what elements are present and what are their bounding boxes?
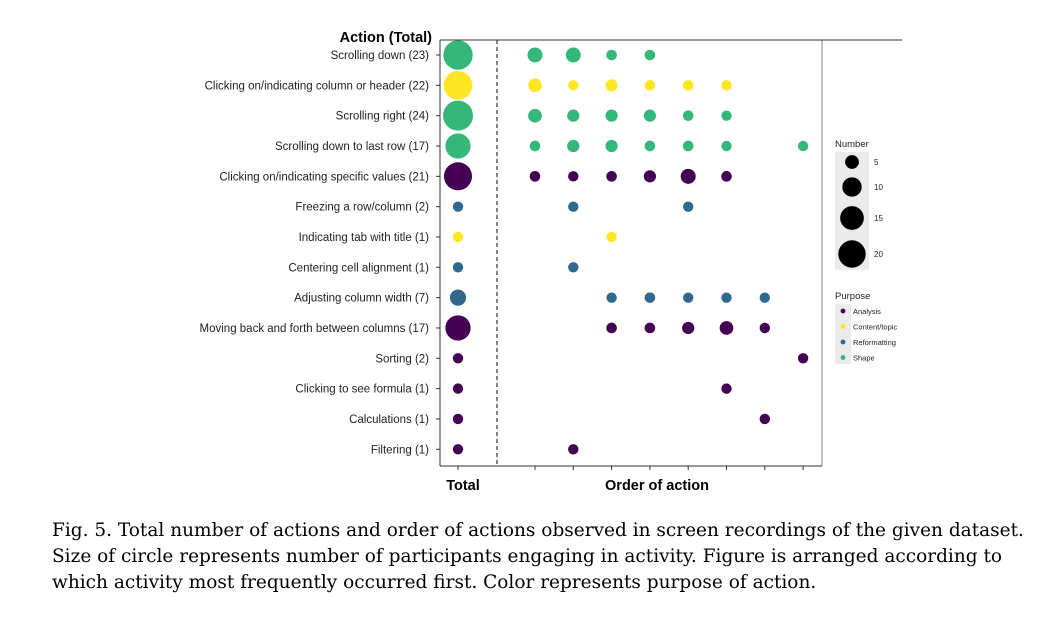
bubble-chart: Action (Total) Scrolling down (23) Clickin… xyxy=(200,30,902,494)
purpose-legend-label: Shape xyxy=(853,354,875,363)
order-bubble xyxy=(528,108,542,123)
order-bubble xyxy=(529,171,541,182)
y-tick-label: Calculations (1) xyxy=(349,414,429,426)
order-bubble xyxy=(606,322,617,334)
order-bubble xyxy=(605,139,618,153)
order-bubble xyxy=(797,353,809,364)
total-bubble xyxy=(443,162,473,191)
y-tick-label: Scrolling down to last row (17) xyxy=(275,141,429,153)
y-tick-label: Clicking on/indicating column or header … xyxy=(205,80,430,92)
order-bubble xyxy=(568,171,579,182)
order-bubble xyxy=(565,47,581,63)
size-legend-label: 10 xyxy=(874,183,883,192)
order-bubble xyxy=(568,201,579,212)
order-bubble xyxy=(529,140,541,152)
total-bubble xyxy=(445,315,471,341)
order-bubble xyxy=(644,322,656,334)
order-bubble xyxy=(644,49,656,61)
size-legend-title: Number xyxy=(835,139,869,150)
order-bubble xyxy=(527,47,543,63)
total-bubble xyxy=(452,444,464,455)
order-bubble xyxy=(682,321,695,335)
total-bubble xyxy=(452,262,464,273)
order-bubble xyxy=(644,292,656,303)
order-bubble xyxy=(606,231,617,243)
order-bubble xyxy=(606,171,617,182)
order-bubble xyxy=(605,109,618,122)
y-tick-label: Sorting (2) xyxy=(375,353,429,365)
order-bubble xyxy=(682,80,694,91)
order-bubble xyxy=(568,444,579,455)
y-tick-label: Filtering (1) xyxy=(371,444,429,456)
y-tick-label: Clicking on/indicating specific values (… xyxy=(219,171,429,183)
order-bubble xyxy=(759,322,770,334)
y-tick-label: Scrolling right (24) xyxy=(336,111,429,123)
total-bubble xyxy=(452,413,464,425)
purpose-legend-key xyxy=(840,339,846,345)
order-bubble xyxy=(683,292,694,303)
order-bubble xyxy=(568,80,579,91)
y-tick-label: Moving back and forth between columns (1… xyxy=(200,323,430,335)
order-bubble xyxy=(567,109,580,122)
total-bubble xyxy=(443,100,473,131)
total-bubble xyxy=(449,289,467,306)
x-label-order: Order of action xyxy=(605,478,709,494)
y-tick-label: Adjusting column width (7) xyxy=(294,293,429,305)
order-bubble xyxy=(682,110,694,121)
order-bubble xyxy=(759,413,770,425)
total-bubble xyxy=(452,383,464,394)
order-bubble xyxy=(606,49,617,61)
total-bubble xyxy=(445,133,471,159)
y-tick-label: Clicking to see formula (1) xyxy=(295,384,429,396)
order-bubble xyxy=(721,110,732,121)
size-legend-key xyxy=(845,155,859,169)
order-bubble xyxy=(721,171,732,182)
size-legend-key xyxy=(842,177,862,197)
order-bubble xyxy=(721,383,732,394)
total-bubble xyxy=(452,353,464,364)
order-bubble xyxy=(683,201,694,212)
y-axis-title: Action (Total) xyxy=(340,30,433,46)
order-bubble xyxy=(721,292,732,303)
y-tick-label: Centering cell alignment (1) xyxy=(288,262,429,274)
order-bubble xyxy=(719,321,734,335)
purpose-legend-label: Content/topic xyxy=(853,323,897,332)
order-bubble xyxy=(797,140,809,152)
order-bubble xyxy=(528,78,542,93)
purpose-legend-label: Reformatting xyxy=(853,338,896,347)
order-bubble xyxy=(568,262,579,273)
size-legend-label: 5 xyxy=(874,158,879,167)
size-legend-key xyxy=(840,206,864,230)
total-bubble xyxy=(443,40,473,70)
order-bubble xyxy=(605,79,618,92)
purpose-legend-key-background xyxy=(835,304,851,364)
total-bubble xyxy=(452,231,464,243)
purpose-legend-key xyxy=(840,308,846,314)
purpose-legend-label: Analysis xyxy=(853,307,881,316)
order-bubble xyxy=(643,170,657,183)
order-bubble xyxy=(721,140,732,152)
purpose-legend-title: Purpose xyxy=(835,291,870,302)
y-tick-label: Indicating tab with title (1) xyxy=(299,232,430,244)
order-bubble xyxy=(643,109,657,122)
size-legend-key xyxy=(838,240,866,268)
order-bubble xyxy=(682,140,694,152)
size-legend-label: 20 xyxy=(874,250,883,259)
purpose-legend-key xyxy=(840,324,846,329)
total-bubble xyxy=(443,70,473,100)
x-label-total: Total xyxy=(446,478,480,494)
order-bubble xyxy=(759,292,770,303)
order-bubble xyxy=(721,80,732,91)
figure-caption: Fig. 5. Total number of actions and orde… xyxy=(52,520,1024,593)
purpose-legend-key xyxy=(840,355,846,360)
y-tick-label: Freezing a row/column (2) xyxy=(295,202,429,214)
y-tick-label: Scrolling down (23) xyxy=(331,50,430,62)
order-bubble xyxy=(606,292,617,303)
size-legend-label: 15 xyxy=(874,214,883,223)
total-bubble xyxy=(452,201,464,212)
order-bubble xyxy=(680,168,696,184)
order-bubble xyxy=(644,140,656,152)
order-bubble xyxy=(644,80,656,91)
order-bubble xyxy=(567,139,580,153)
